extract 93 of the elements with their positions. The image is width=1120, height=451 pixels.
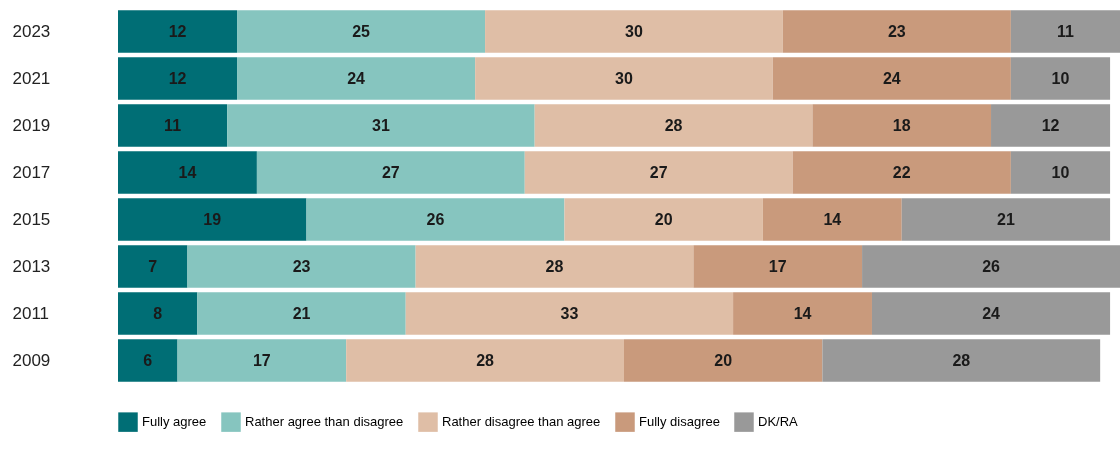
- legend-label: Fully agree: [142, 414, 207, 430]
- bar: [237, 10, 486, 53]
- bar: [118, 292, 198, 335]
- data-label: 21: [997, 210, 1015, 228]
- data-label: 23: [292, 257, 311, 275]
- bar: [118, 104, 228, 147]
- bar: [118, 245, 188, 288]
- bar: [871, 292, 1111, 335]
- bar: [524, 151, 793, 194]
- data-label: 31: [372, 116, 390, 134]
- y-tick-label: 2021: [12, 68, 51, 88]
- bar: [118, 151, 257, 194]
- bar: [346, 339, 624, 382]
- bar: [772, 57, 1011, 100]
- data-label: 14: [793, 304, 812, 322]
- bar: [991, 104, 1111, 147]
- bar: [1010, 57, 1111, 100]
- bar: [901, 198, 1111, 241]
- data-label: 28: [952, 351, 971, 369]
- data-label: 24: [982, 304, 1001, 322]
- legend-label: Fully disagree: [639, 414, 720, 430]
- bar: [227, 104, 535, 147]
- y-tick-label: 2023: [12, 21, 51, 41]
- data-label: 28: [476, 351, 495, 369]
- data-label: 25: [352, 22, 371, 40]
- data-label: 14: [178, 163, 197, 181]
- data-label: 11: [164, 116, 182, 134]
- y-tick-label: 2009: [12, 350, 51, 370]
- y-tick-label: 2019: [12, 115, 51, 135]
- bar: [177, 339, 347, 382]
- data-label: 27: [649, 163, 668, 181]
- bar: [197, 292, 406, 335]
- data-label: 8: [153, 304, 163, 322]
- data-label: 19: [203, 210, 222, 228]
- data-label: 10: [1051, 163, 1070, 181]
- bar: [475, 57, 773, 100]
- bar: [118, 57, 238, 100]
- data-label: 30: [624, 22, 643, 40]
- bar: [822, 339, 1101, 382]
- data-label: 21: [292, 304, 311, 322]
- y-tick-label: 2017: [12, 162, 51, 182]
- bar: [564, 198, 763, 241]
- data-label: 20: [654, 210, 673, 228]
- bar: [733, 292, 872, 335]
- legend-label: DK/RA: [758, 414, 799, 430]
- data-label: 30: [615, 69, 633, 87]
- y-tick-label: 2013: [12, 256, 51, 276]
- bar: [862, 245, 1120, 288]
- bar: [1010, 10, 1120, 53]
- bar: [693, 245, 863, 288]
- data-label: 33: [560, 304, 579, 322]
- y-tick-label: 2015: [12, 209, 51, 229]
- data-label: 6: [143, 351, 153, 369]
- data-label: 28: [545, 257, 564, 275]
- bar: [762, 198, 902, 241]
- data-label: 28: [664, 116, 683, 134]
- data-label: 26: [426, 210, 445, 228]
- bar: [812, 104, 992, 147]
- data-label: 24: [882, 69, 901, 87]
- data-label: 22: [892, 163, 911, 181]
- data-label: 26: [982, 257, 1001, 275]
- bar: [534, 104, 813, 147]
- bar: [782, 10, 1011, 53]
- data-label: 27: [381, 163, 400, 181]
- y-tick-label: 2011: [12, 303, 50, 323]
- bar: [792, 151, 1011, 194]
- bar: [1010, 151, 1111, 194]
- bar: [306, 198, 565, 241]
- data-label: 12: [168, 69, 187, 87]
- data-label: 11: [1056, 22, 1074, 40]
- data-label: 17: [252, 351, 271, 369]
- bar: [623, 339, 823, 382]
- bar: [405, 292, 734, 335]
- data-label: 14: [823, 210, 842, 228]
- data-label: 24: [347, 69, 366, 87]
- data-label: 23: [887, 22, 906, 40]
- bar: [256, 151, 525, 194]
- bar: [237, 57, 476, 100]
- data-label: 18: [892, 116, 911, 134]
- data-label: 12: [1041, 116, 1060, 134]
- bar: [118, 198, 307, 241]
- bar: [118, 10, 238, 53]
- legend-label: Rather disagree than agree: [442, 414, 601, 430]
- bar: [485, 10, 783, 53]
- bar: [415, 245, 694, 288]
- data-label: 7: [148, 257, 158, 275]
- data-label: 10: [1051, 69, 1070, 87]
- legend-label: Rather agree than disagree: [245, 414, 404, 430]
- bar: [118, 339, 178, 382]
- data-label: 12: [168, 22, 187, 40]
- data-label: 17: [768, 257, 787, 275]
- data-label: 20: [714, 351, 733, 369]
- bar: [187, 245, 416, 288]
